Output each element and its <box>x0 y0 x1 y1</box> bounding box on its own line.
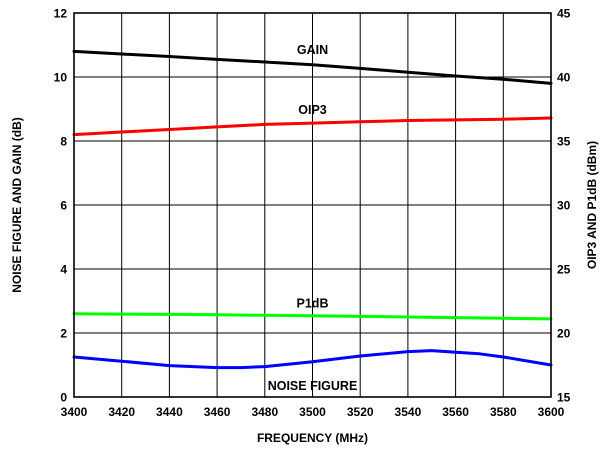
x-axis-title: FREQUENCY (MHz) <box>257 431 368 445</box>
y-right-tick-label: 35 <box>557 135 571 149</box>
x-tick-label: 3560 <box>442 405 469 419</box>
y-right-axis-title: OIP3 AND P1dB (dBm) <box>585 141 599 269</box>
x-tick-label: 3580 <box>490 405 517 419</box>
y-right-tick-label: 30 <box>557 199 571 213</box>
y-left-tick-label: 6 <box>60 199 67 213</box>
y-right-tick-label: 45 <box>557 7 571 21</box>
x-tick-label: 3420 <box>108 405 135 419</box>
x-tick-label: 3400 <box>61 405 88 419</box>
series-label-p1db: P1dB <box>297 297 329 311</box>
series-line-gain <box>72 49 553 85</box>
series-line-p1db <box>72 312 553 321</box>
series-label-gain: GAIN <box>297 43 328 57</box>
series-line-oip3 <box>72 116 553 137</box>
series-label-oip3: OIP3 <box>298 103 327 117</box>
y-left-tick-label: 12 <box>54 7 68 21</box>
x-tick-label: 3520 <box>347 405 374 419</box>
y-right-tick-label: 25 <box>557 263 571 277</box>
y-left-tick-label: 0 <box>60 391 67 405</box>
x-tick-label: 3460 <box>204 405 231 419</box>
y-left-tick-labels: 0 2 4 6 8 10 12 <box>54 7 68 405</box>
x-tick-label: 3600 <box>538 405 565 419</box>
y-left-tick-label: 8 <box>60 135 67 149</box>
series-lines <box>72 49 553 370</box>
series-label-noise-figure: NOISE FIGURE <box>268 379 358 393</box>
y-right-tick-label: 15 <box>557 391 571 405</box>
y-right-tick-labels: 15 20 25 30 35 40 45 <box>557 7 571 405</box>
x-tick-label: 3480 <box>251 405 278 419</box>
y-left-tick-label: 10 <box>54 71 68 85</box>
grid <box>73 12 552 398</box>
series-line-noise-figure <box>72 349 553 370</box>
y-left-tick-label: 4 <box>60 263 67 277</box>
x-tick-label: 3540 <box>395 405 422 419</box>
x-tick-label: 3500 <box>299 405 326 419</box>
plot-frame <box>73 12 552 398</box>
y-right-tick-label: 20 <box>557 327 571 341</box>
y-left-tick-label: 2 <box>60 327 67 341</box>
y-left-axis-title: NOISE FIGURE AND GAIN (dB) <box>10 117 24 293</box>
x-tick-labels: 3400 3420 3440 3460 3480 3500 3520 3540 3560 3580… <box>61 405 565 419</box>
x-tick-label: 3440 <box>156 405 183 419</box>
y-right-tick-label: 40 <box>557 71 571 85</box>
